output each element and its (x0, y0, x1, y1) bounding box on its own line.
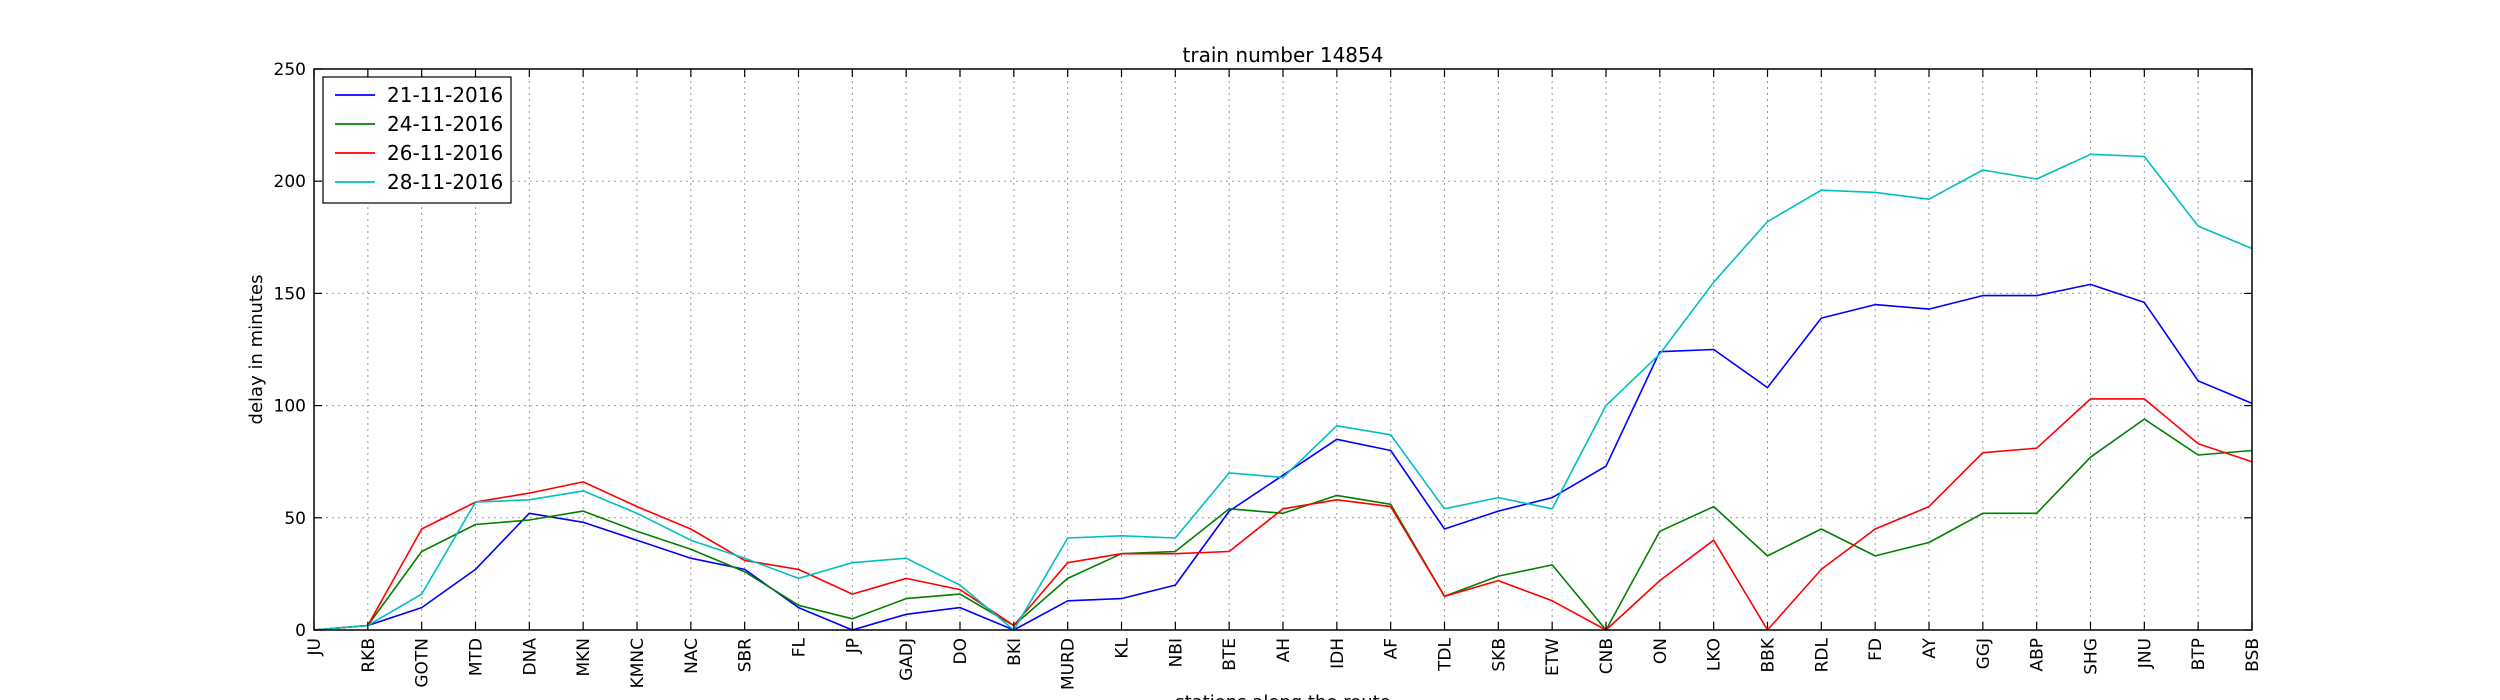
x-tick-label: JP (843, 638, 863, 654)
series-lines (313, 153, 2253, 631)
x-tick-label: SHG (2082, 638, 2102, 675)
y-tick-label: 250 (274, 60, 306, 80)
x-tick-label: FL (790, 637, 810, 657)
x-tick-label: FD (1866, 638, 1886, 661)
y-tick-label: 200 (274, 172, 306, 192)
x-tick-label: SBR (736, 638, 756, 672)
y-tick-label: 0 (295, 621, 306, 641)
legend: 21-11-2016 24-11-2016 26-11-2016 28-11-2016 (322, 76, 512, 204)
x-tick-label: NAC (682, 638, 702, 674)
x-tick-label: GGJ (1974, 638, 1994, 669)
chart-title: train number 14854 (1183, 43, 1384, 67)
x-tick-label: ON (1651, 638, 1671, 664)
x-tick-label: BTE (1220, 638, 1240, 671)
legend-label: 21-11-2016 (387, 83, 503, 107)
legend-label: 28-11-2016 (387, 170, 503, 194)
y-tick-label: 50 (284, 509, 306, 529)
x-tick-label: BSB (2243, 638, 2263, 672)
x-tick-label: BKI (1005, 638, 1025, 666)
x-tick-label: MTD (467, 638, 487, 676)
y-tick-label: 150 (274, 284, 306, 304)
x-tick-label: GOTN (413, 638, 433, 688)
x-tick-label: DNA (520, 638, 540, 676)
legend-label: 26-11-2016 (387, 141, 503, 165)
x-tick-label: TDL (1436, 637, 1456, 671)
x-tick-label: AH (1274, 638, 1294, 662)
x-tick-label: JU (305, 638, 325, 656)
x-tick-label: MURD (1059, 638, 1079, 690)
x-axis: JU RKB GOTN MTD DNA MKN KMNC NAC SBR FL JP GADJ DO BK… (305, 69, 2263, 690)
x-tick-label: ETW (1543, 638, 1563, 676)
x-tick-label: RKB (359, 638, 379, 673)
series-line-21-11-2016 (313, 283, 2253, 631)
x-tick-label: NBI (1166, 638, 1186, 667)
x-tick-label: AY (1920, 637, 1940, 658)
series-line-24-11-2016 (313, 418, 2253, 631)
x-tick-label: GADJ (897, 638, 917, 681)
series-line-26-11-2016 (313, 398, 2253, 631)
x-tick-label: CNB (1597, 638, 1617, 674)
x-tick-label: BTP (2189, 638, 2209, 670)
x-tick-label: SKB (1489, 638, 1509, 672)
legend-label: 24-11-2016 (387, 112, 503, 136)
legend-box (322, 76, 512, 204)
x-axis-title: stations along the route (1175, 692, 1390, 700)
x-tick-label: AF (1382, 638, 1402, 659)
x-tick-label: DO (951, 638, 971, 664)
y-axis-title: delay in minutes (246, 275, 267, 425)
x-tick-label: KMNC (628, 638, 648, 688)
x-tick-label: BBK (1759, 637, 1779, 672)
x-tick-label: IDH (1328, 638, 1348, 669)
x-tick-label: MKN (574, 638, 594, 677)
x-tick-label: KL (1113, 637, 1133, 658)
x-tick-label: ABP (2028, 638, 2048, 672)
series-line-28-11-2016 (313, 153, 2253, 631)
x-tick-label: LKO (1705, 638, 1725, 671)
y-tick-label: 100 (274, 397, 306, 417)
y-axis: 0 50 100 150 200 250 (274, 60, 2252, 641)
x-tick-label: JNU (2135, 638, 2155, 669)
x-tick-label: RDL (1812, 637, 1832, 672)
